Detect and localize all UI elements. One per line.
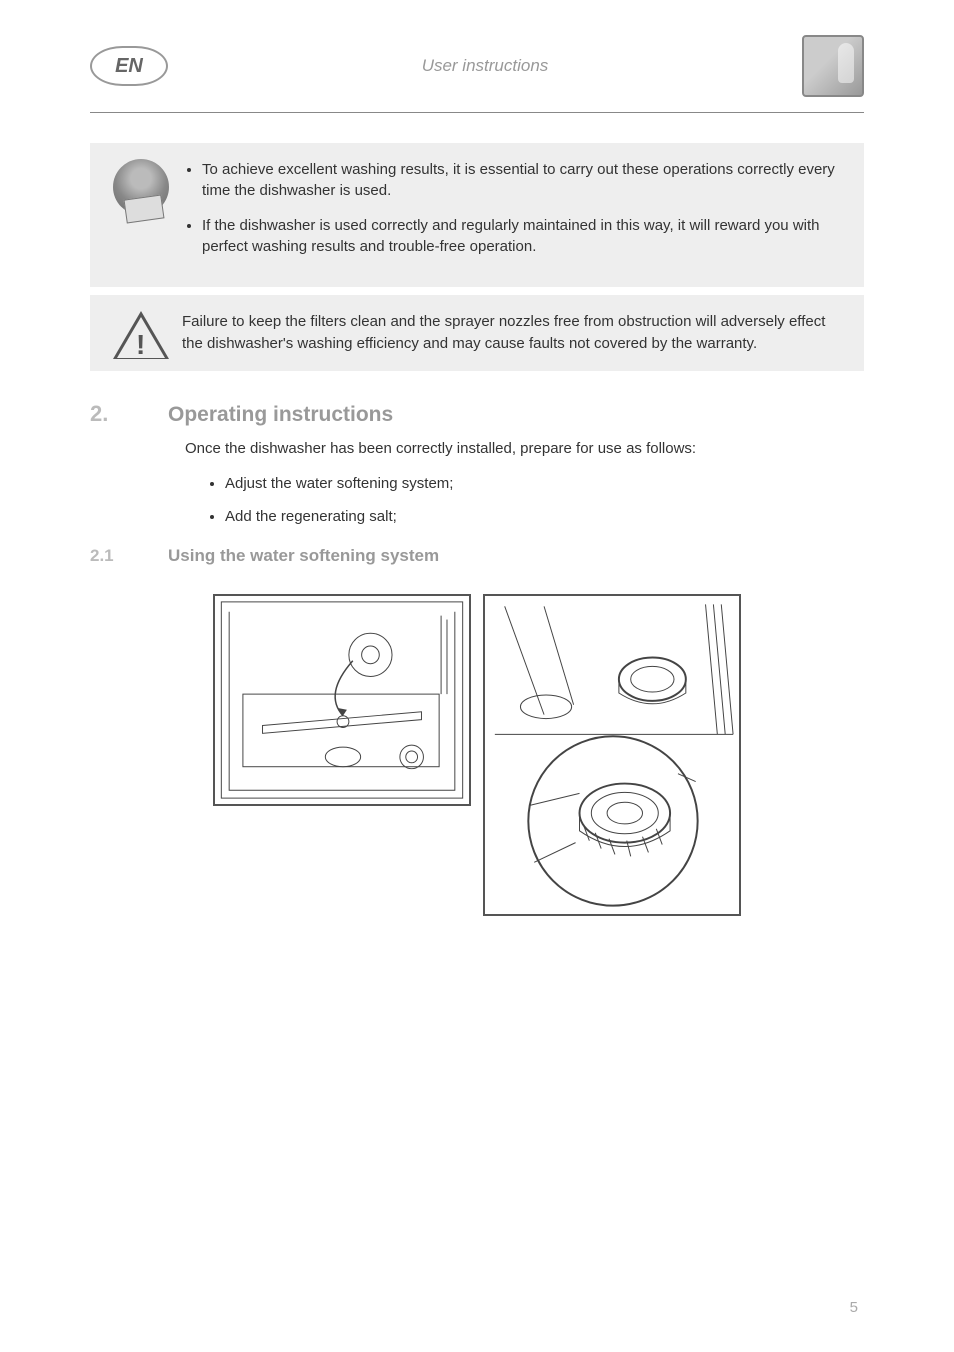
warning-text: Failure to keep the filters clean and th… <box>182 305 854 361</box>
subsection-number: 2.1 <box>90 546 150 566</box>
figure-salt-cap <box>483 594 741 916</box>
exclamation-icon: ! <box>136 329 145 361</box>
section-number: 2. <box>90 401 150 427</box>
tips-box: To achieve excellent washing results, it… <box>90 143 864 287</box>
person-reading-icon <box>113 159 169 215</box>
tip-item: To achieve excellent washing results, it… <box>202 159 844 201</box>
tip-item: If the dishwasher is used correctly and … <box>202 215 844 257</box>
header-title: User instructions <box>168 56 802 76</box>
language-badge: EN <box>90 46 168 86</box>
section-2: 2. Operating instructions Once the dishw… <box>90 401 864 917</box>
page-number: 5 <box>850 1299 858 1316</box>
warning-box: ! Failure to keep the filters clean and … <box>90 295 864 371</box>
warning-icon-col: ! <box>100 305 182 361</box>
tips-text: To achieve excellent washing results, it… <box>182 153 854 277</box>
subsection-title: Using the water softening system <box>168 546 439 566</box>
language-code: EN <box>115 55 143 78</box>
warning-triangle-icon: ! <box>113 311 169 359</box>
figure-interior <box>213 594 471 806</box>
page-header: EN User instructions <box>0 0 954 112</box>
header-rule <box>90 112 864 113</box>
section-heading: 2. Operating instructions <box>90 401 864 427</box>
bullet-item: Add the regenerating salt; <box>225 505 834 528</box>
figure-row <box>90 594 864 916</box>
subsection-heading: 2.1 Using the water softening system <box>90 546 864 566</box>
tips-icon-col <box>100 153 182 277</box>
dishwasher-icon <box>802 35 864 97</box>
section-bullets: Adjust the water softening system; Add t… <box>225 472 834 529</box>
section-intro: Once the dishwasher has been correctly i… <box>185 437 854 460</box>
section-title: Operating instructions <box>168 403 393 427</box>
bullet-item: Adjust the water softening system; <box>225 472 834 495</box>
warning-paragraph: Failure to keep the filters clean and th… <box>182 311 844 355</box>
